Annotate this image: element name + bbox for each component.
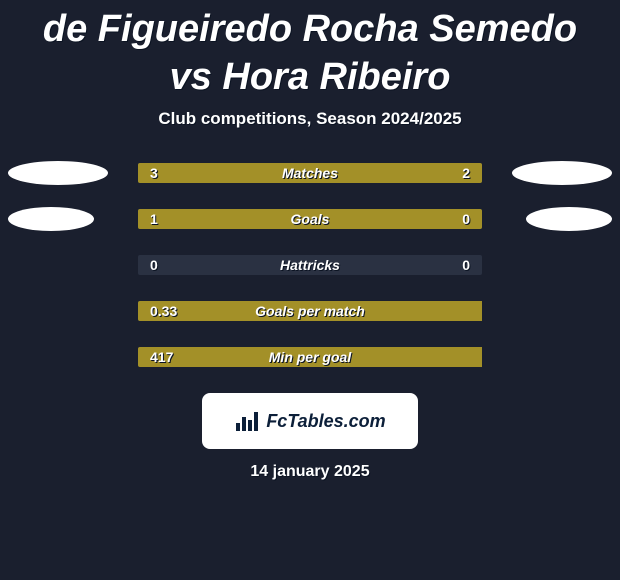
stat-label: Min per goal (138, 347, 482, 367)
player-left-oval (8, 161, 108, 185)
stat-right-value: 0 (462, 255, 470, 275)
stat-right-value: 2 (462, 163, 470, 183)
stat-label: Goals per match (138, 301, 482, 321)
stat-label: Matches (138, 163, 482, 183)
stat-label: Goals (138, 209, 482, 229)
stat-row: 417Min per goal (0, 347, 620, 367)
stat-row: 1Goals0 (0, 209, 620, 229)
stat-bar: 3Matches2 (138, 163, 482, 183)
stat-bar: 0Hattricks0 (138, 255, 482, 275)
subtitle: Club competitions, Season 2024/2025 (0, 109, 620, 129)
fctables-logo-card: FcTables.com (202, 393, 418, 449)
logo-text: FcTables.com (266, 411, 385, 432)
stat-row: 0.33Goals per match (0, 301, 620, 321)
stat-right-value: 0 (462, 209, 470, 229)
stat-label: Hattricks (138, 255, 482, 275)
player-right-oval (512, 161, 612, 185)
player-right-oval (526, 207, 612, 231)
stat-bar: 417Min per goal (138, 347, 482, 367)
player-left-oval (8, 207, 94, 231)
stat-row: 3Matches2 (0, 163, 620, 183)
stats-rows: 3Matches21Goals00Hattricks00.33Goals per… (0, 163, 620, 367)
page-title: de Figueiredo Rocha Semedo vs Hora Ribei… (0, 0, 620, 109)
date-label: 14 january 2025 (0, 463, 620, 481)
stat-bar: 0.33Goals per match (138, 301, 482, 321)
bar-chart-icon (234, 409, 260, 433)
stat-bar: 1Goals0 (138, 209, 482, 229)
stat-row: 0Hattricks0 (0, 255, 620, 275)
